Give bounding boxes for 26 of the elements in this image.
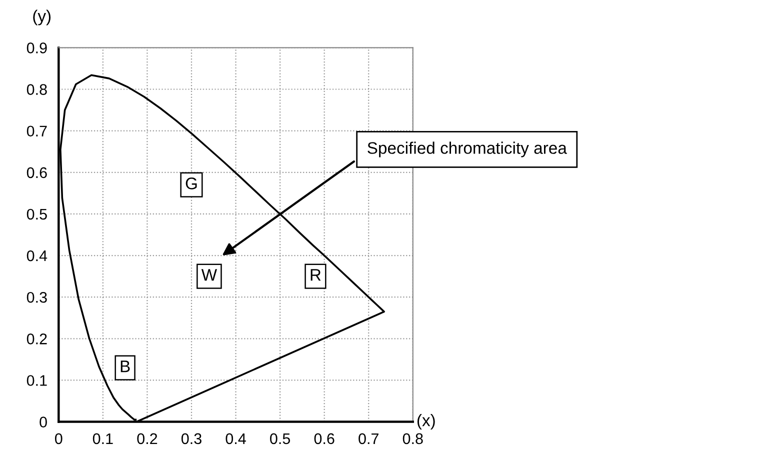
annotation: G [186,178,197,190]
x-tick-label: 0.8 [402,433,423,444]
y-tick-label: 0.8 [26,84,47,95]
y-tick-label: 0.3 [26,292,47,303]
annotation: Specified chromaticity area [368,142,567,158]
x-tick-label: 0 [55,433,62,444]
x-tick-label: 0.1 [92,433,113,444]
y-axis-title: (y) [33,10,51,26]
x-tick-label: 0.3 [181,433,202,444]
x-tick-label: 0.4 [226,433,246,444]
y-tick-label: 0.9 [26,42,47,54]
y-tick-label: 0.5 [26,208,47,220]
x-tick-label: 0.5 [270,433,290,444]
y-tick-label: 0 [40,416,47,428]
y-tick-label: 0.6 [26,167,47,178]
x-axis-title: (x) [417,414,435,430]
y-tick-label: 0.2 [26,334,47,344]
x-tick-label: 0.7 [358,433,378,444]
annotation: B [120,360,130,372]
y-tick-label: 0.1 [26,375,47,386]
annotation: R [310,269,321,281]
x-tick-label: 0.6 [314,433,334,444]
annotation: W [201,269,218,281]
y-tick-label: 0.4 [26,250,48,262]
x-tick-label: 0.2 [137,433,158,444]
y-tick-label: 0.7 [26,126,47,137]
